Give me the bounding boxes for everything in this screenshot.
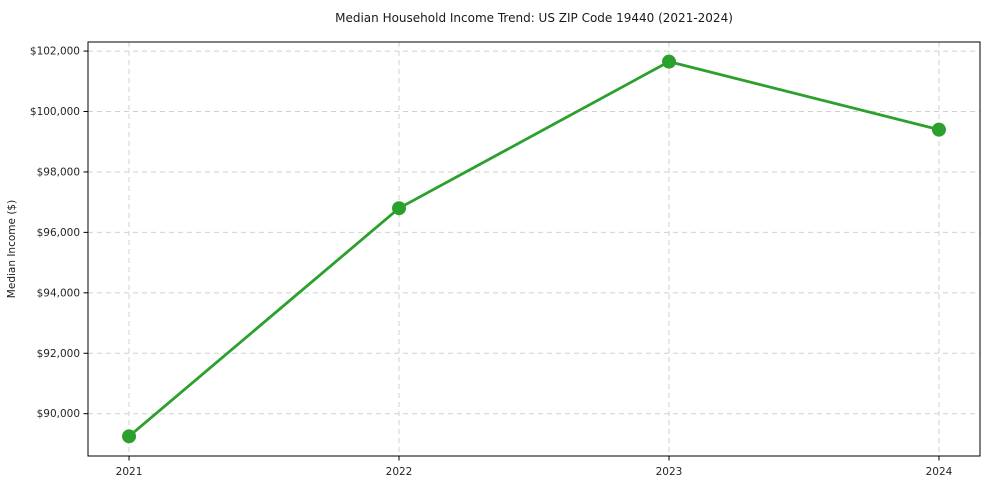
data-point-marker bbox=[661, 54, 676, 69]
y-tick-label: $98,000 bbox=[37, 166, 80, 178]
y-tick-label: $90,000 bbox=[37, 408, 80, 420]
data-point-marker bbox=[122, 429, 137, 444]
axes-layer: $90,000 $92,000 $94,000 $96,000 $98,000 $100,… bbox=[30, 41, 981, 478]
x-tick-label: 2022 bbox=[386, 466, 413, 478]
data-point-marker bbox=[931, 122, 946, 137]
y-tick-label: $94,000 bbox=[37, 287, 80, 299]
grid-layer bbox=[88, 42, 980, 456]
data-point-marker bbox=[392, 201, 407, 216]
y-axis-label: Median Income ($) bbox=[6, 200, 18, 298]
y-tick-label: $96,000 bbox=[37, 227, 80, 239]
x-tick-label: 2021 bbox=[116, 466, 143, 478]
x-tick-label: 2024 bbox=[926, 466, 953, 478]
y-tick-label: $92,000 bbox=[37, 348, 80, 360]
data-line bbox=[128, 60, 940, 438]
x-tick-label: 2023 bbox=[656, 466, 683, 478]
plot-border bbox=[87, 41, 981, 457]
y-tick-label: $100,000 bbox=[30, 106, 80, 118]
chart-title: Median Household Income Trend: US ZIP Co… bbox=[335, 11, 733, 25]
y-tick-label: $102,000 bbox=[30, 46, 80, 58]
data-series-layer bbox=[122, 54, 946, 444]
